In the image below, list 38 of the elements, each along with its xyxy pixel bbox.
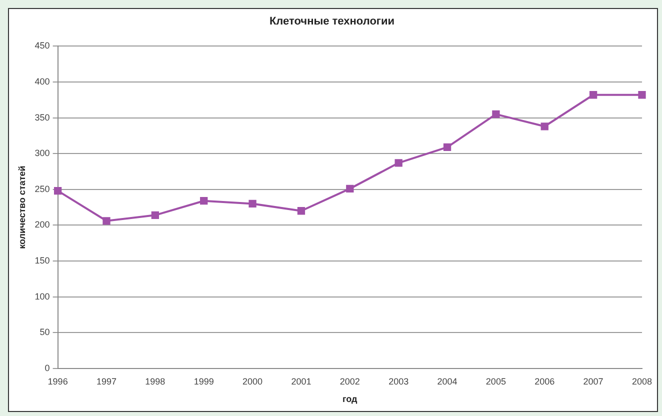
x-tick-label: 1998	[145, 376, 166, 386]
x-tick-label: 2001	[291, 376, 312, 386]
y-tick-label: 400	[34, 76, 50, 86]
x-tick-label: 2000	[242, 376, 263, 386]
x-axis-title: год	[342, 394, 358, 404]
y-tick-label: 150	[34, 255, 50, 266]
y-tick-label: 250	[34, 184, 50, 194]
y-tick-label: 450	[34, 40, 50, 51]
point	[151, 211, 160, 220]
point	[200, 197, 208, 205]
y-tick-label: 300	[34, 148, 50, 158]
x-tick-label: 2008	[632, 376, 652, 386]
point	[346, 184, 354, 193]
point	[638, 91, 646, 99]
y-tick-label: 0	[44, 362, 50, 373]
point	[589, 91, 598, 99]
x-tick-label: 2007	[583, 376, 604, 386]
y-tick-label: 100	[34, 291, 50, 302]
x-tick-label: 1999	[194, 376, 214, 386]
y-axis-title: количество статей	[16, 166, 27, 249]
x-tick-label: 2005	[486, 376, 506, 386]
y-tick-label: 350	[34, 112, 50, 122]
chart-title: Клеточные технологии	[269, 16, 395, 28]
y-tick-label: 50	[40, 327, 50, 338]
point	[102, 217, 110, 225]
x-tick-label: 1996	[48, 376, 68, 386]
point	[443, 143, 452, 151]
point	[297, 207, 306, 215]
x-tick-label: 2003	[388, 376, 409, 386]
point	[492, 110, 500, 118]
x-tick-label: 2004	[437, 376, 458, 386]
x-tick-label: 1997	[96, 376, 117, 386]
point	[248, 200, 256, 208]
x-tick-label: 2002	[340, 376, 360, 386]
y-tick-label: 200	[34, 220, 50, 230]
point	[540, 122, 548, 130]
x-tick-label: 2006	[534, 376, 555, 386]
point	[394, 159, 402, 167]
